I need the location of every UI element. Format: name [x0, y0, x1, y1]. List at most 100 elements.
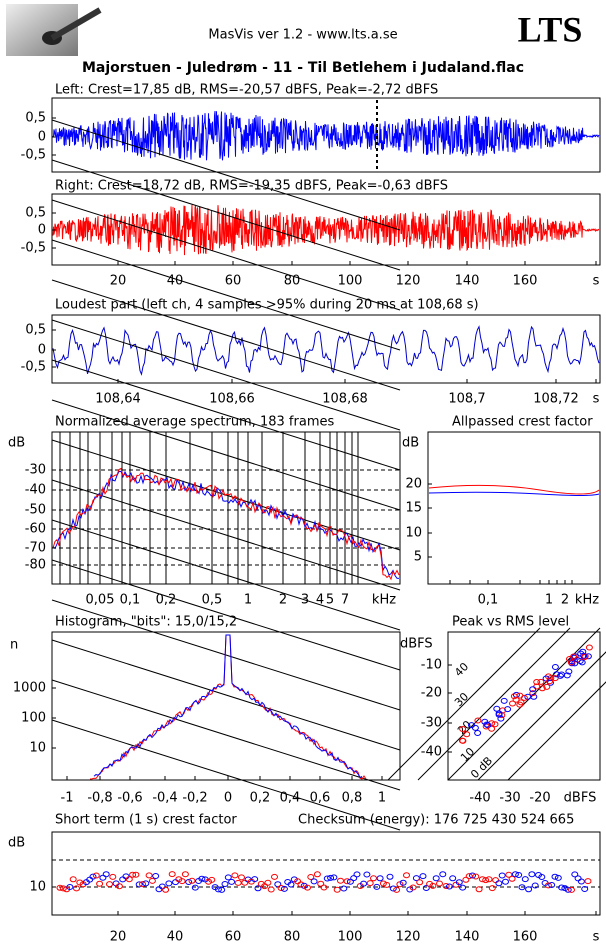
x-tick-label: 160	[513, 274, 538, 289]
scatter-point	[463, 731, 471, 738]
panel-title: Normalized average spectrum, 183 frames	[55, 415, 334, 430]
scatter-point	[581, 886, 589, 892]
scatter-point	[551, 664, 559, 670]
x-tick-label: 0,05	[86, 593, 115, 608]
plot-frame	[51, 314, 601, 384]
grid-line	[51, 639, 401, 751]
scatter-point	[340, 885, 348, 892]
scatter-point	[373, 883, 381, 890]
scatter-point	[571, 660, 579, 667]
scatter-point	[366, 880, 374, 887]
y-tick-label: 0	[38, 130, 46, 145]
y-tick-label: -30	[421, 716, 442, 731]
scatter-point	[567, 659, 575, 666]
grid-line	[51, 719, 401, 831]
scatter-point	[310, 878, 318, 885]
y-tick-label: 0,5	[25, 206, 46, 221]
scatter-point	[509, 700, 516, 707]
scatter-point	[241, 879, 249, 886]
y-tick-label: -40	[421, 745, 442, 760]
scatter-point	[320, 884, 328, 891]
scatter-point	[488, 885, 496, 892]
y-tick-label: -50	[25, 503, 46, 518]
scatter-point	[585, 644, 593, 651]
scatter-point	[317, 880, 325, 887]
scatter-point	[106, 881, 113, 888]
scatter-point	[485, 876, 493, 883]
scatter-point	[488, 720, 496, 727]
x-tick-label: s	[593, 930, 600, 945]
scatter-point	[529, 690, 537, 697]
scatter-point	[504, 706, 512, 713]
panel-title: Short term (1 s) crest factor	[55, 813, 237, 828]
spectrum-line	[52, 470, 400, 579]
scatter-point	[188, 877, 196, 884]
scatter-point	[386, 873, 394, 880]
axis-unit: dB	[8, 436, 25, 451]
x-tick-label: 108,72	[533, 392, 579, 407]
axis-unit: dB	[8, 836, 25, 851]
scatter-point	[162, 886, 170, 893]
scatter-point	[267, 886, 275, 893]
scatter-point	[99, 874, 107, 881]
file-name: Majorstuen - Juledrøm - 11 - Til Betlehe…	[82, 60, 524, 76]
grid-line	[417, 627, 571, 781]
waveform	[52, 110, 600, 161]
x-tick-label: 108,7	[448, 392, 485, 407]
scatter-point	[234, 879, 242, 886]
scatter-point	[429, 882, 437, 889]
scatter-point	[495, 710, 503, 717]
scatter-point	[231, 872, 239, 879]
scatter-point	[548, 882, 556, 888]
scatter-point	[533, 679, 541, 685]
y-tick-label: 0	[38, 343, 46, 358]
x-tick-label: -20	[529, 791, 550, 806]
diagonal-label: 40	[452, 660, 471, 679]
plot-frame	[51, 631, 401, 781]
scatter-point	[403, 872, 410, 879]
scatter-point	[274, 881, 282, 888]
scatter-point	[475, 886, 483, 893]
histogram-line	[89, 634, 367, 780]
x-tick-label: 60	[225, 930, 242, 945]
scatter-point	[465, 873, 473, 880]
diagonal-label: 30	[452, 690, 471, 709]
y-tick-label: 100	[21, 711, 46, 726]
scatter-point	[238, 874, 245, 881]
scatter-point	[221, 881, 229, 887]
scatter-point	[472, 873, 480, 880]
scatter-point	[168, 871, 176, 878]
scatter-point	[327, 874, 335, 881]
scatter-point	[432, 875, 440, 882]
scatter-point	[376, 875, 384, 882]
scatter-point	[132, 871, 140, 878]
scatter-point	[419, 873, 427, 880]
grid-line	[51, 279, 401, 391]
x-tick-label: 5	[326, 593, 334, 608]
scatter-point	[478, 876, 486, 883]
plot-frame	[51, 431, 401, 585]
plot-frame	[51, 831, 601, 916]
x-tick-label: 0,2	[156, 593, 177, 608]
x-tick-label: 160	[513, 930, 538, 945]
scatter-point	[565, 668, 573, 675]
x-tick-label: 0,1	[120, 593, 141, 608]
grid-line	[51, 159, 401, 271]
y-tick-label: -0,5	[21, 148, 46, 163]
y-tick-label: -20	[421, 686, 442, 701]
x-tick-label: -0,4	[152, 791, 177, 806]
scatter-point	[92, 872, 100, 879]
scatter-point	[512, 696, 520, 703]
y-tick-label: 5	[414, 550, 422, 565]
scatter-point	[422, 885, 430, 891]
x-tick-label: 140	[455, 930, 480, 945]
x-tick-label: kHz	[575, 593, 599, 608]
spectrum-line	[52, 467, 400, 581]
scatter-point	[558, 884, 566, 891]
x-tick-label: 108,68	[322, 392, 368, 407]
scatter-point	[544, 882, 552, 889]
scatter-point	[516, 701, 524, 708]
x-tick-label: 100	[338, 930, 363, 945]
x-tick-label: 4	[316, 593, 324, 608]
